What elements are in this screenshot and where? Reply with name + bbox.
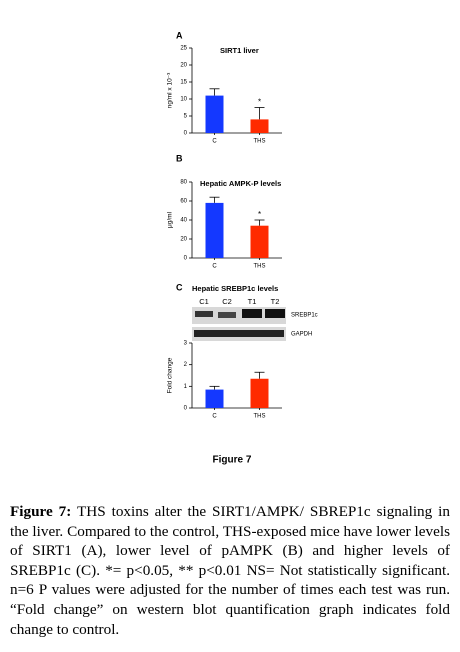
y-axis-label: μg/ml: [167, 211, 174, 228]
y-tick-label: 80: [180, 180, 187, 186]
y-tick-label: 5: [184, 114, 188, 120]
figure-label: Figure 7: [213, 455, 252, 466]
y-tick-label: 25: [180, 46, 187, 52]
blot-band: [218, 312, 236, 318]
lane-label: C1: [199, 297, 209, 306]
x-tick-label: THS: [254, 414, 266, 420]
panel-letter: C: [176, 282, 183, 292]
blot-band: [195, 311, 213, 317]
y-tick-label: 15: [180, 80, 187, 86]
x-tick-label: C: [212, 139, 217, 145]
y-tick-label: 1: [184, 384, 188, 390]
bar: [205, 389, 224, 408]
y-tick-label: 20: [180, 237, 187, 243]
caption-text: THS toxins alter the SIRT1/AMPK/ SBREP1c…: [10, 503, 450, 638]
chart-title: Hepatic AMPK-P levels: [200, 179, 281, 188]
lane-label: C2: [222, 297, 232, 306]
y-axis-label: ng/ml x 10⁻³: [167, 72, 174, 108]
y-tick-label: 0: [184, 256, 188, 262]
blot-band: [194, 330, 284, 337]
y-tick-label: 0: [184, 406, 188, 412]
panel-letter: B: [176, 153, 183, 163]
blot-band: [265, 309, 285, 318]
x-tick-label: THS: [254, 139, 266, 145]
panel-letter: A: [176, 30, 183, 40]
bar: [250, 225, 269, 258]
chart-title: Hepatic SREBP1c levels: [192, 284, 278, 293]
y-tick-label: 40: [180, 218, 187, 224]
caption: Figure 7: THS toxins alter the SIRT1/AMP…: [10, 502, 450, 639]
chart-title: SIRT1 liver: [220, 46, 259, 55]
blot-band: [242, 309, 262, 318]
significance-marker: *: [258, 210, 261, 219]
x-tick-label: C: [212, 414, 217, 420]
y-tick-label: 60: [180, 199, 187, 205]
band-label: SREBP1c: [291, 313, 318, 319]
bar: [205, 202, 224, 258]
western-blot: [192, 307, 286, 341]
y-tick-label: 3: [184, 341, 188, 347]
blot-strip: [192, 307, 286, 324]
caption-label: Figure 7:: [10, 503, 72, 520]
band-label: GAPDH: [291, 332, 312, 338]
significance-marker: *: [258, 98, 261, 107]
lane-label: T1: [248, 297, 257, 306]
y-tick-label: 20: [180, 63, 187, 69]
bar: [250, 378, 269, 408]
lane-label: T2: [271, 297, 280, 306]
bar: [205, 95, 224, 133]
x-tick-label: THS: [254, 264, 266, 270]
x-tick-label: C: [212, 264, 217, 270]
y-tick-label: 2: [184, 362, 188, 368]
bar: [250, 119, 269, 133]
y-tick-label: 0: [184, 131, 188, 137]
y-axis-label: Fold change: [167, 357, 174, 393]
y-tick-label: 10: [180, 97, 187, 103]
